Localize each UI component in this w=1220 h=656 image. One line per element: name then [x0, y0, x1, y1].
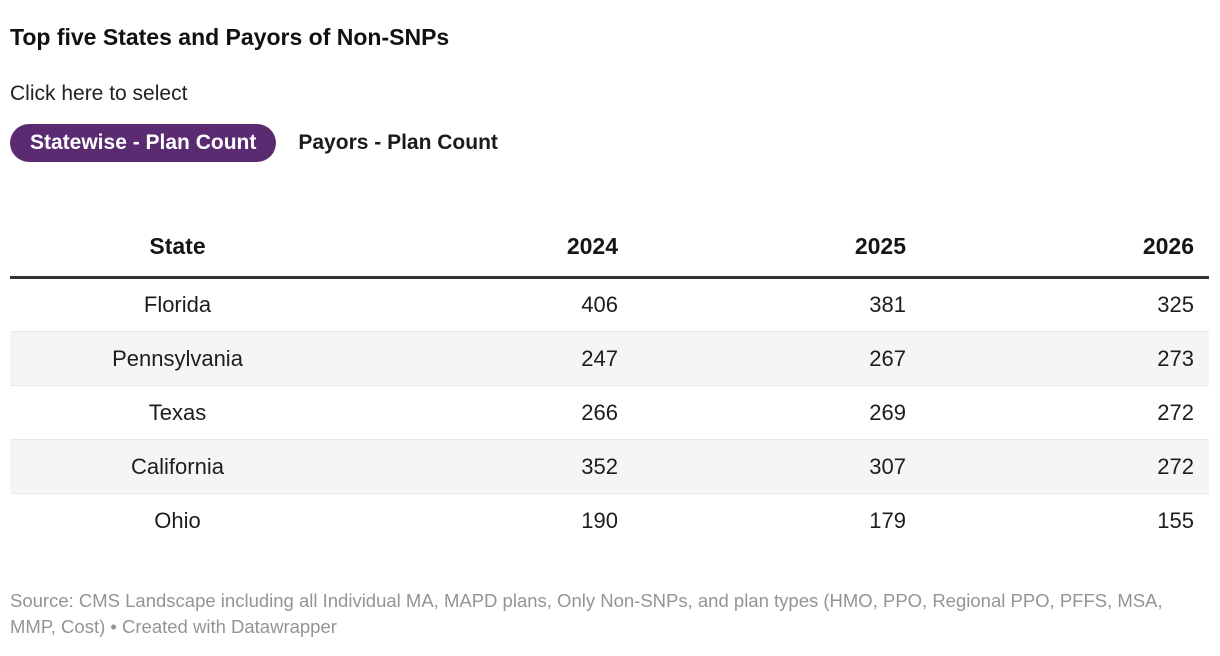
column-header-2026: 2026	[921, 217, 1209, 280]
cell-2024: 266	[345, 385, 633, 441]
cell-2026: 325	[921, 277, 1209, 333]
cell-2025: 269	[633, 385, 921, 441]
cell-2025: 179	[869, 507, 906, 533]
table-row: Florida 406 381 325	[10, 277, 1209, 333]
cell-2026: 272	[921, 385, 1209, 441]
cell-2026: 273	[921, 331, 1209, 387]
cell-2024: 190	[581, 507, 618, 533]
table-row: Texas 266 269 272	[10, 385, 1209, 441]
cell-2026: 155	[1157, 507, 1194, 533]
cell-state: Florida	[10, 277, 345, 333]
cell-2025: 381	[633, 277, 921, 333]
cell-2026: 272	[921, 439, 1209, 495]
cell-state: Pennsylvania	[10, 331, 345, 387]
data-table: State 2024 2025 2026 Florida 406 381 325…	[10, 217, 1209, 548]
table-header-row: State 2024 2025 2026	[10, 217, 1209, 280]
table-row: California 352 307 272	[10, 439, 1209, 495]
column-header-state: State	[10, 217, 345, 280]
cell-state: California	[10, 439, 345, 495]
column-header-2024: 2024	[345, 217, 633, 280]
cell-state: Ohio	[154, 507, 201, 533]
cell-state: Texas	[10, 385, 345, 441]
tab-payors-plan-count[interactable]: Payors - Plan Count	[298, 131, 498, 155]
select-prompt-label: Click here to select	[10, 81, 188, 105]
source-credit-text: Source: CMS Landscape including all Indi…	[10, 589, 1163, 637]
chart-title: Top five States and Payors of Non-SNPs	[10, 24, 450, 50]
column-header-2025: 2025	[633, 217, 921, 280]
cell-2024: 247	[345, 331, 633, 387]
table-row: Ohio 190 179 155	[10, 494, 1209, 548]
table-row: Pennsylvania 247 267 273	[10, 331, 1209, 387]
table-header: State 2024 2025 2026	[10, 217, 1209, 280]
cell-2024: 352	[345, 439, 633, 495]
cell-2025: 267	[633, 331, 921, 387]
cell-2024: 406	[345, 277, 633, 333]
cell-2025: 307	[633, 439, 921, 495]
table-body: Florida 406 381 325 Pennsylvania 247 267…	[10, 277, 1209, 548]
tab-bar: Statewise - Plan Count Payors - Plan Cou…	[10, 123, 1209, 162]
tab-statewise-plan-count[interactable]: Statewise - Plan Count	[10, 123, 277, 162]
